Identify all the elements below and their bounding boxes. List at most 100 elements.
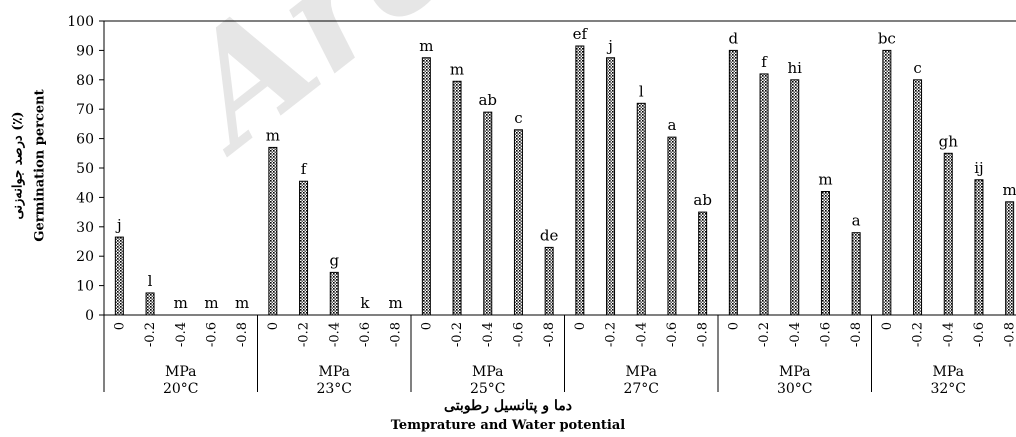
x-tick-label-potential: -0.4: [481, 322, 496, 347]
bar: [329, 271, 339, 316]
x-tick-label-potential: -0.6: [511, 322, 526, 347]
bar-significance-letter: m: [1003, 181, 1016, 199]
bar: [728, 49, 738, 316]
bar-significance-letter: m: [419, 37, 433, 55]
x-tick-label-potential: 0: [880, 322, 895, 330]
bar-significance-letter: m: [235, 294, 249, 312]
x-tick-label-potential: -0.8: [849, 322, 864, 347]
x-tick-label-potential: -0.6: [204, 322, 219, 347]
x-tick-label-potential: -0.2: [143, 322, 158, 347]
group-unit-label: MPa: [779, 364, 810, 380]
bar-significance-letter: f: [761, 53, 768, 71]
bar: [145, 292, 155, 316]
group-unit-label: MPa: [626, 364, 657, 380]
group-temperature-label: 30°C: [777, 381, 813, 397]
bar-significance-letter: hi: [788, 59, 803, 77]
x-tick-label-potential: -0.4: [634, 322, 649, 347]
bar: [698, 211, 708, 316]
x-axis-title-persian: دما و پتانسیل رطوبتی: [444, 398, 572, 414]
bar-significance-letter: c: [913, 59, 921, 77]
bar: [636, 102, 646, 316]
x-tick-label-potential: 0: [419, 322, 434, 330]
x-tick-label-potential: -0.8: [389, 322, 404, 347]
y-tick-label: 70: [76, 102, 94, 118]
group-temperature-label: 23°C: [316, 381, 352, 397]
bar: [606, 57, 616, 316]
group-temperature-label: 32°C: [930, 381, 966, 397]
y-tick-label: 0: [85, 308, 94, 324]
bar: [882, 49, 892, 316]
x-tick-label-potential: 0: [112, 322, 127, 330]
bar-significance-letter: d: [729, 29, 739, 47]
x-tick-label-potential: 0: [726, 322, 741, 330]
x-tick-label-potential: -0.8: [542, 322, 557, 347]
bar: [913, 79, 923, 316]
group-unit-label: MPa: [472, 364, 503, 380]
x-tick-label-potential: -0.8: [1003, 322, 1016, 347]
y-axis-title-persian: درصد جوانه‌زنی (٪): [10, 111, 26, 219]
bar-significance-letter: m: [204, 294, 218, 312]
bar: [667, 136, 677, 316]
x-tick-label-potential: -0.6: [818, 322, 833, 347]
bar-significance-letter: m: [174, 294, 188, 312]
x-tick-label-potential: -0.2: [604, 322, 619, 347]
bar: [544, 246, 554, 316]
bar-significance-letter: m: [450, 60, 464, 78]
x-tick-label-potential: 0: [266, 322, 281, 330]
bar-significance-letter: l: [148, 272, 153, 290]
x-tick-label-potential: -0.2: [757, 322, 772, 347]
bar-significance-letter: c: [514, 109, 522, 127]
y-axis-title-english: Germination percent: [32, 88, 48, 242]
bar-significance-letter: bc: [878, 29, 896, 47]
bar-significance-letter: a: [852, 212, 861, 230]
y-tick-label: 20: [76, 249, 94, 265]
y-tick-label: 100: [67, 14, 94, 30]
x-tick-label-potential: -0.4: [941, 322, 956, 347]
y-tick-label: 40: [76, 190, 94, 206]
bar: [452, 80, 462, 316]
bar: [575, 45, 585, 316]
bar-significance-letter: m: [818, 171, 832, 189]
bar: [974, 179, 984, 316]
bar: [513, 129, 523, 316]
y-tick-label: 60: [76, 132, 94, 148]
bar-significance-letter: m: [266, 126, 280, 144]
group-temperature-label: 20°C: [163, 381, 199, 397]
y-tick-label: 90: [76, 43, 94, 59]
bar-significance-letter: de: [540, 226, 559, 244]
bar-significance-letter: ij: [974, 159, 983, 177]
x-tick-label-potential: 0: [573, 322, 588, 330]
y-tick-label: 80: [76, 73, 94, 89]
bar: [1005, 201, 1015, 316]
x-tick-label-potential: -0.4: [327, 322, 342, 347]
y-tick-label: 30: [76, 220, 94, 236]
bar: [268, 146, 278, 316]
x-tick-label-potential: -0.6: [358, 322, 373, 347]
x-axis-title-english: Temprature and Water potential: [390, 418, 626, 433]
bar: [851, 232, 861, 316]
x-tick-label-potential: -0.6: [665, 322, 680, 347]
x-tick-label-potential: -0.8: [696, 322, 711, 347]
x-tick-label-potential: -0.6: [972, 322, 987, 347]
x-tick-label-potential: -0.4: [788, 322, 803, 347]
y-tick-label: 50: [76, 161, 94, 177]
group-unit-label: MPa: [319, 364, 350, 380]
bar: [483, 111, 493, 316]
bar: [790, 79, 800, 316]
y-tick-label: 10: [76, 279, 94, 295]
group-temperature-label: 27°C: [623, 381, 659, 397]
x-tick-label-potential: -0.8: [235, 322, 250, 347]
bar-significance-letter: a: [667, 116, 676, 134]
bar-significance-letter: l: [639, 82, 644, 100]
bar: [820, 191, 830, 316]
group-temperature-label: 25°C: [470, 381, 506, 397]
x-tick-label-potential: -0.4: [174, 322, 189, 347]
bar-significance-letter: gh: [939, 132, 959, 150]
x-tick-label-potential: -0.2: [911, 322, 926, 347]
bar: [299, 180, 309, 316]
bar-significance-letter: j: [606, 37, 613, 55]
bar-significance-letter: m: [389, 294, 403, 312]
bar: [421, 57, 431, 316]
group-unit-label: MPa: [165, 364, 196, 380]
